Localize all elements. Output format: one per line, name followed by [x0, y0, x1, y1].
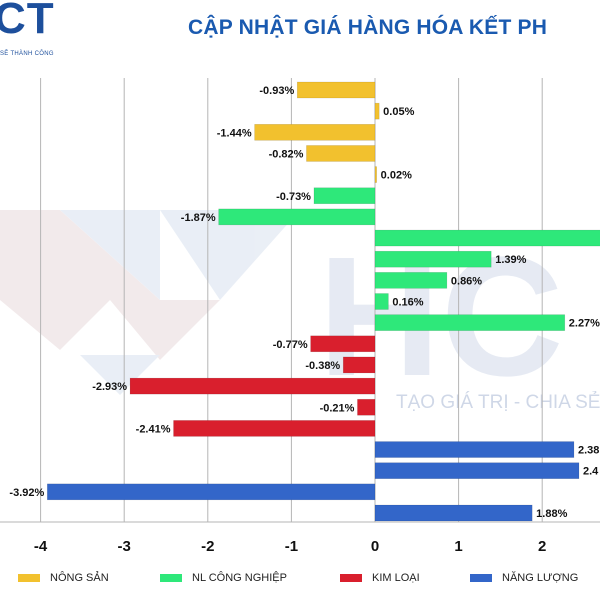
data-label: -3.92%	[9, 487, 44, 499]
data-label: -1.87%	[181, 212, 216, 224]
legend-item-kim-loai: KIM LOẠI	[340, 572, 420, 584]
bar	[374, 250, 492, 268]
bar	[342, 356, 376, 374]
data-label: 0.86%	[451, 275, 482, 287]
bar	[374, 229, 600, 247]
bar	[374, 293, 389, 310]
bar	[357, 398, 376, 416]
data-label: -0.38%	[305, 360, 340, 372]
data-label: 1.39%	[495, 254, 526, 266]
bar	[374, 504, 533, 522]
data-label: 2.38	[578, 445, 599, 457]
chart-legend: NÔNG SẢN NL CÔNG NGHIỆP KIM LOẠI NĂNG LƯ…	[0, 572, 600, 592]
chart-title: CẬP NHẬT GIÁ HÀNG HÓA KẾT PH	[188, 16, 548, 39]
x-tick-label: 1	[454, 538, 462, 555]
data-label: 2.27%	[569, 318, 600, 330]
data-label: 0.02%	[381, 170, 412, 182]
x-tick-label: -2	[201, 538, 214, 555]
bar	[296, 81, 376, 99]
data-label: -0.77%	[273, 339, 308, 351]
legend-label: NL CÔNG NGHIỆP	[192, 572, 287, 584]
watermark-slogan: TẠO GIÁ TRỊ - CHIA SẺ	[396, 392, 600, 413]
bar	[374, 166, 377, 183]
legend-swatch	[470, 574, 492, 582]
x-tick-label: 2	[538, 538, 546, 555]
bar	[173, 420, 376, 437]
data-label: 0.16%	[392, 297, 423, 309]
bar	[374, 102, 380, 120]
legend-label: KIM LOẠI	[372, 572, 420, 584]
legend-label: NĂNG LƯỢNG	[502, 572, 579, 584]
data-label: -0.93%	[259, 85, 294, 97]
bar	[218, 208, 376, 226]
data-label: -1.44%	[217, 127, 252, 139]
data-labels: -0.93% 0.05% -1.44% -0.82% 0.02% -0.73% -1.87%…	[9, 85, 600, 520]
bar	[374, 462, 580, 480]
logo-mark: CT	[0, 0, 55, 43]
data-label: -2.41%	[136, 423, 171, 435]
bar	[374, 314, 566, 331]
legend-label: NÔNG SẢN	[50, 572, 109, 584]
x-tick-label: -3	[118, 538, 131, 555]
x-tick-label: -4	[34, 538, 48, 555]
bar	[313, 187, 376, 205]
bar	[310, 335, 376, 353]
x-tick-label: -1	[285, 538, 298, 555]
data-label: 2.4	[583, 466, 599, 478]
legend-item-nong-san: NÔNG SẢN	[18, 572, 109, 584]
data-label: -0.82%	[269, 148, 304, 160]
bar	[254, 124, 376, 141]
data-label: 1.88%	[536, 508, 567, 520]
x-tick-label: 0	[371, 538, 379, 555]
legend-item-nang-luong: NĂNG LƯỢNG	[470, 572, 578, 584]
brand-logo: CT SẼ THÀNH CÔNG	[0, 0, 110, 70]
data-label: -0.73%	[276, 191, 311, 203]
logo-tagline: SẼ THÀNH CÔNG	[0, 51, 54, 57]
bar	[374, 441, 575, 458]
legend-swatch	[160, 574, 182, 582]
data-label: 0.05%	[383, 106, 414, 118]
x-axis-ticks: -4 -3 -2 -1 0 1 2	[34, 538, 546, 555]
data-label: -0.21%	[320, 402, 355, 414]
bar	[374, 272, 448, 289]
bar	[46, 483, 376, 501]
bars	[46, 81, 600, 522]
legend-item-nl-cong-nghiep: NL CÔNG NGHIỆP	[160, 572, 287, 584]
bar	[129, 377, 376, 395]
bar	[306, 145, 376, 162]
legend-swatch	[18, 574, 40, 582]
legend-swatch	[340, 574, 362, 582]
data-label: -2.93%	[92, 381, 127, 393]
